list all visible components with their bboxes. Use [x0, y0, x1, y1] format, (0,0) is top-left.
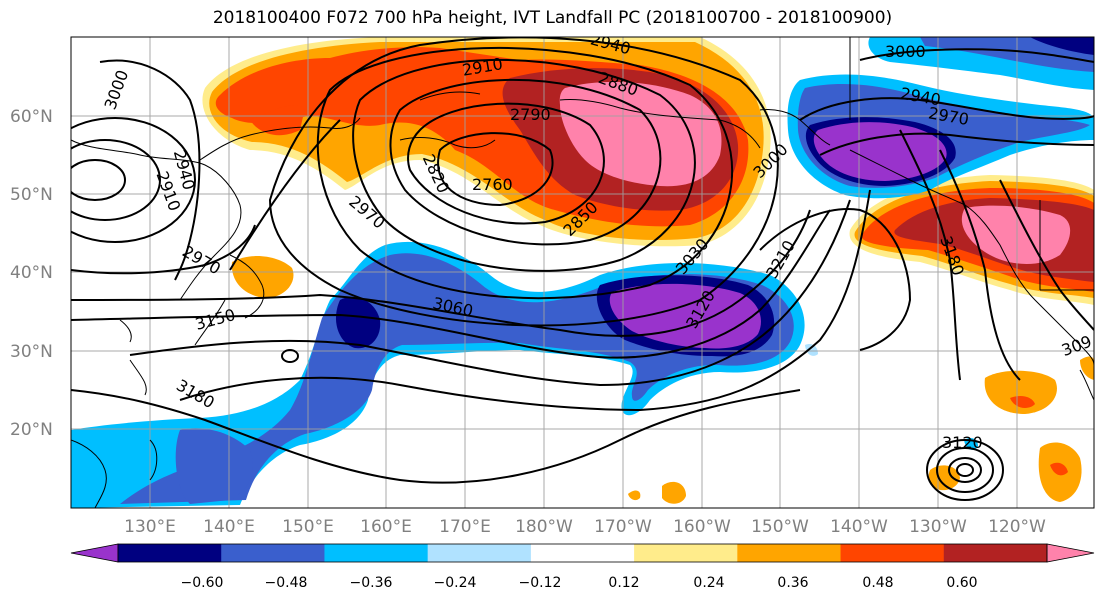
colorbar-tick-label: −0.24	[434, 575, 477, 591]
colorbar-segment	[530, 544, 635, 562]
lon-label: 130°W	[909, 517, 967, 537]
negative-anomaly-west-pacific-core	[335, 296, 381, 349]
colorbar-extension-high	[1046, 543, 1095, 563]
contour-label: 3120	[942, 433, 983, 452]
colorbar-tick-label: 0.48	[862, 575, 893, 591]
colorbar-segment	[221, 544, 325, 562]
lon-label: 140°E	[203, 517, 255, 537]
colorbar-segment	[324, 544, 429, 562]
colorbar-segment	[840, 544, 945, 562]
colorbar-segment	[943, 544, 1048, 562]
longitude-labels: 130°E 140°E 150°E 160°E 170°E 180°W 170°…	[124, 517, 1046, 537]
positive-anomaly-east-060	[961, 205, 1071, 265]
lon-label: 180°W	[515, 517, 573, 537]
colorbar	[70, 543, 1095, 563]
colorbar-frame	[117, 543, 1048, 563]
lon-label: 140°W	[830, 517, 888, 537]
colorbar-tick-label: −0.60	[181, 575, 224, 591]
lat-label-50n: 50°N	[10, 185, 53, 205]
lon-label: 150°E	[282, 517, 334, 537]
height-contours	[71, 37, 1094, 501]
colorbar-tick-label: 0.36	[777, 575, 808, 591]
ivt-shading	[71, 37, 1094, 508]
colorbar-tick-label: −0.12	[519, 575, 562, 591]
colorbar-extension-low	[70, 543, 119, 563]
positive-anomaly-japan	[231, 256, 294, 298]
positive-anomaly-california	[1080, 356, 1094, 380]
lat-label-30n: 30°N	[10, 342, 53, 362]
colorbar-segment	[118, 544, 222, 562]
negative-anomaly-light-edge	[805, 344, 818, 356]
colorbar-tick-labels: −0.60 −0.48 −0.36 −0.24 −0.12 0.12 0.24 …	[181, 575, 978, 591]
lat-label-20n: 20°N	[10, 420, 53, 440]
negative-anomaly-arctic-036	[920, 37, 1094, 72]
colorbar-tick-label: −0.48	[265, 575, 308, 591]
negative-anomaly-west-pacific-060	[609, 283, 761, 349]
colorbar-segment	[634, 544, 738, 562]
positive-anomaly-subtropical-1-inner	[1010, 396, 1035, 408]
map-title: 2018100400 F072 700 hPa height, IVT Land…	[212, 8, 893, 28]
lon-label: 170°W	[594, 517, 652, 537]
colorbar-tick-label: 0.60	[946, 575, 977, 591]
lon-label: 130°E	[124, 517, 176, 537]
lon-label: 150°W	[751, 517, 809, 537]
lon-label: 120°W	[988, 517, 1046, 537]
contour-label: 3000	[885, 42, 926, 61]
positive-anomaly-subtropical-1	[984, 370, 1057, 414]
contour-label: 2760	[472, 175, 513, 194]
negative-anomaly-japan-south	[175, 428, 254, 504]
contour-label: 2790	[510, 105, 551, 124]
positive-anomaly-subtropical-5	[628, 490, 641, 501]
lon-label: 160°E	[360, 517, 412, 537]
lat-label-40n: 40°N	[10, 263, 53, 283]
colorbar-segment	[427, 544, 532, 562]
positive-anomaly-subtropical-2-inner	[1050, 462, 1068, 476]
colorbar-tick-label: 0.24	[693, 575, 724, 591]
coastlines	[71, 37, 1094, 508]
lat-label-60n: 60°N	[10, 107, 53, 127]
map-frame	[70, 36, 1095, 509]
negative-anomaly-alaska-060	[813, 122, 947, 181]
positive-anomaly-north-060	[559, 81, 722, 187]
colorbar-tick-label: 0.12	[608, 575, 639, 591]
lon-label: 160°W	[673, 517, 731, 537]
colorbar-segment	[737, 544, 842, 562]
positive-anomaly-subtropical-4	[662, 481, 686, 504]
graticule	[71, 37, 1094, 508]
latitude-labels: 60°N 50°N 40°N 30°N 20°N	[10, 107, 53, 440]
negative-anomaly-arctic-048	[1030, 37, 1094, 55]
colorbar-tick-label: −0.36	[350, 575, 393, 591]
lon-label: 170°E	[439, 517, 491, 537]
